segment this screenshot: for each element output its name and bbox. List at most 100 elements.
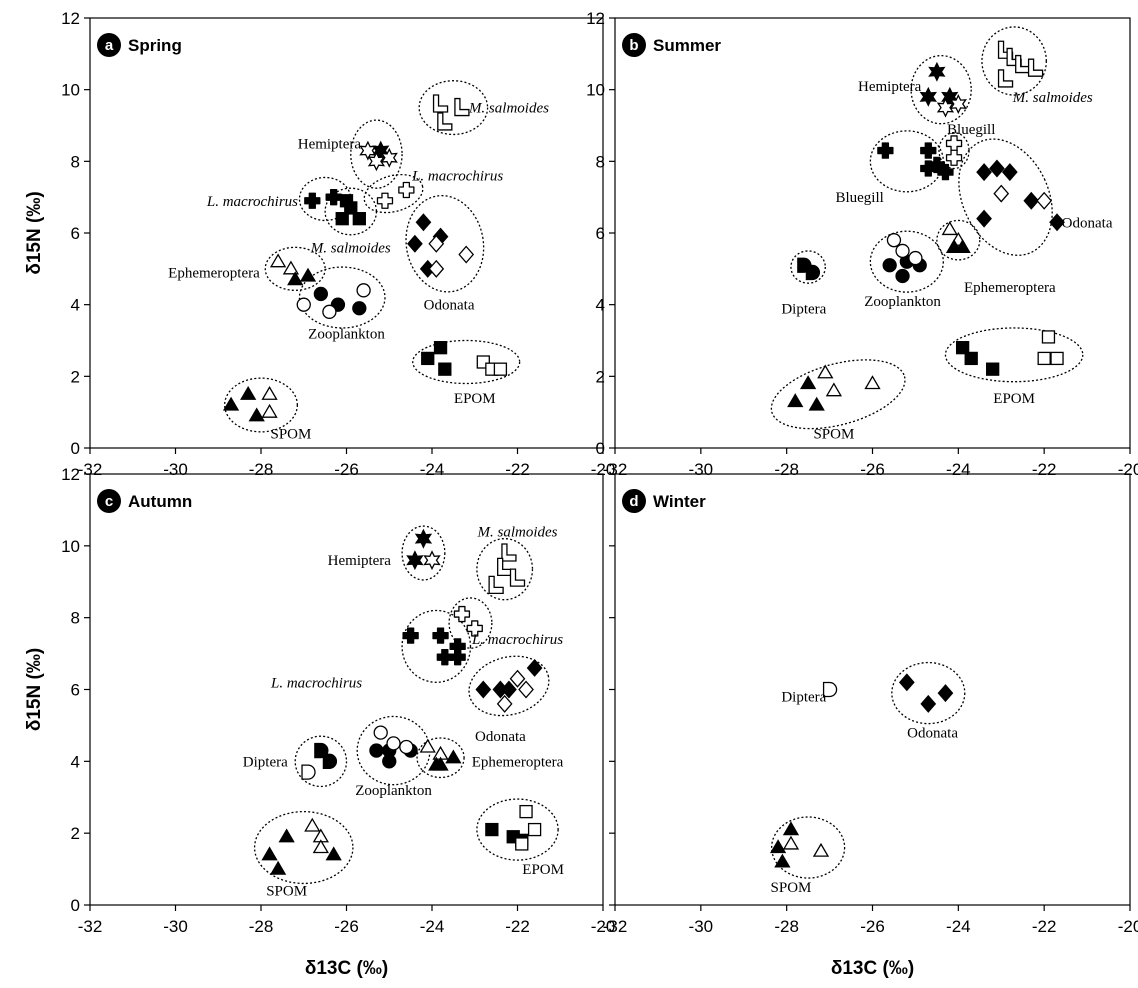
group-odonata: Odonata bbox=[468, 655, 550, 745]
marker-triangle bbox=[287, 271, 304, 286]
group-l-macrochirus: L. macrochirus bbox=[270, 609, 472, 691]
marker-cross bbox=[453, 605, 471, 623]
marker-diamond bbox=[428, 259, 445, 278]
group-label: L. macrochirus bbox=[270, 675, 362, 691]
group-label: Odonata bbox=[1062, 215, 1113, 231]
marker-cross bbox=[398, 181, 415, 199]
panel-badge bbox=[97, 33, 121, 57]
marker-diamond bbox=[1023, 191, 1040, 210]
group-label: M. salmoides bbox=[310, 240, 391, 256]
group-spom: SPOM bbox=[253, 810, 354, 900]
group-ellipse bbox=[468, 655, 550, 717]
group-label: Odonata bbox=[907, 726, 958, 742]
group-ellipse bbox=[253, 810, 354, 885]
marker-star bbox=[406, 550, 424, 571]
marker-triangle bbox=[278, 828, 295, 843]
marker-triangle bbox=[782, 835, 800, 850]
group-ellipse bbox=[476, 537, 534, 601]
marker-square bbox=[955, 341, 970, 355]
marker-diamond bbox=[509, 669, 526, 688]
marker-diamond bbox=[501, 680, 517, 699]
group-ellipse bbox=[298, 176, 352, 222]
marker-circle bbox=[886, 233, 902, 248]
marker-cross bbox=[436, 649, 453, 666]
x-tick-label: -24 bbox=[420, 460, 445, 479]
group-ellipse bbox=[936, 219, 981, 261]
group-epom: EPOM bbox=[476, 798, 564, 878]
group-ellipse bbox=[981, 26, 1047, 96]
marker-diamond bbox=[518, 680, 534, 699]
marker-l-shape bbox=[509, 568, 526, 587]
marker-cross bbox=[920, 142, 937, 159]
marker-l-shape bbox=[488, 575, 504, 594]
group-label: L. macrochirus bbox=[471, 632, 563, 648]
marker-diamond bbox=[937, 684, 954, 703]
group-ellipse bbox=[869, 230, 944, 293]
marker-cross bbox=[432, 627, 449, 644]
group-label: Odonata bbox=[424, 298, 475, 314]
y-tick-label: 12 bbox=[61, 465, 80, 484]
group-ellipse bbox=[264, 246, 326, 291]
marker-square bbox=[421, 351, 435, 366]
group-bluegill: Bluegill bbox=[835, 130, 954, 206]
y-tick-label: 2 bbox=[596, 367, 605, 386]
x-tick-label: -30 bbox=[689, 460, 714, 479]
group-label: Bluegill bbox=[947, 122, 995, 138]
group-m-salmoides: M. salmoides bbox=[476, 524, 558, 601]
group-ephemeroptera: Ephemeroptera bbox=[168, 246, 326, 291]
group-ellipse bbox=[958, 138, 1053, 256]
x-tick-label: -28 bbox=[774, 917, 799, 936]
group-hemiptera: Hemiptera bbox=[858, 54, 972, 125]
marker-square bbox=[519, 804, 533, 819]
marker-d-shape bbox=[805, 264, 821, 281]
panel-title: Spring bbox=[128, 36, 182, 55]
group-spom: SPOM bbox=[769, 816, 846, 896]
group-label: L. macrochirus bbox=[411, 169, 503, 185]
marker-triangle bbox=[299, 267, 317, 282]
panel-badge bbox=[622, 33, 646, 57]
marker-triangle bbox=[825, 382, 843, 397]
marker-triangle bbox=[945, 239, 963, 253]
marker-square bbox=[1041, 330, 1056, 344]
x-tick-label: -26 bbox=[860, 460, 885, 479]
marker-star bbox=[414, 528, 433, 549]
group-label: Diptera bbox=[781, 690, 826, 706]
group-ellipse bbox=[770, 359, 906, 430]
x-tick-label: -30 bbox=[689, 917, 714, 936]
group-label: Zooplankton bbox=[308, 326, 385, 342]
group-spom: SPOM bbox=[770, 359, 906, 443]
marker-d-shape bbox=[301, 764, 316, 780]
group-m-salmoides: M. salmoides bbox=[418, 80, 549, 136]
group-label: Ephemeroptera bbox=[168, 265, 260, 281]
group-hemiptera: Hemiptera bbox=[298, 119, 403, 189]
panel-title: Winter bbox=[653, 492, 706, 511]
marker-l-shape bbox=[997, 69, 1014, 88]
marker-triangle bbox=[782, 821, 800, 836]
y-tick-label: 2 bbox=[71, 367, 80, 386]
group-diptera: Diptera bbox=[243, 735, 348, 788]
marker-diamond bbox=[989, 159, 1005, 178]
y-axis-title: δ15N (‰) bbox=[24, 191, 45, 274]
panel-title: Summer bbox=[653, 36, 721, 55]
y-tick-label: 4 bbox=[71, 752, 80, 771]
marker-triangle bbox=[769, 839, 787, 854]
group-label: EPOM bbox=[993, 391, 1035, 407]
marker-circle bbox=[895, 268, 910, 284]
x-axis-title: δ13C (‰) bbox=[831, 958, 914, 979]
panel-badge bbox=[97, 489, 121, 513]
group-label: M. salmoides bbox=[1012, 90, 1093, 106]
marker-square bbox=[438, 362, 452, 376]
panel-letter: d bbox=[629, 493, 638, 510]
x-tick-label: -28 bbox=[249, 460, 274, 479]
panel-letter: c bbox=[105, 493, 113, 510]
marker-triangle bbox=[248, 407, 265, 422]
marker-star bbox=[949, 94, 967, 114]
group-spom: SPOM bbox=[222, 377, 311, 443]
marker-triangle bbox=[312, 839, 329, 854]
marker-cross bbox=[402, 627, 419, 644]
group-label: SPOM bbox=[771, 880, 812, 896]
marker-triangle bbox=[419, 738, 436, 753]
group-ellipse bbox=[298, 266, 386, 329]
group-label: Bluegill bbox=[835, 190, 883, 206]
